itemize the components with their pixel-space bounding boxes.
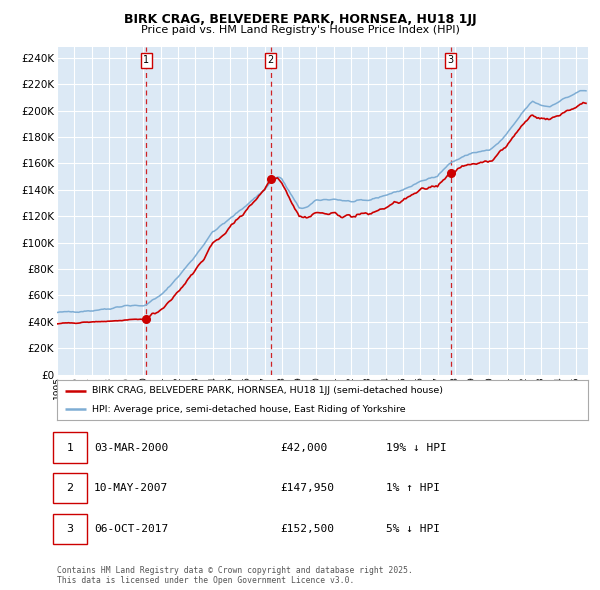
Text: 3: 3: [67, 524, 74, 534]
Text: Price paid vs. HM Land Registry's House Price Index (HPI): Price paid vs. HM Land Registry's House …: [140, 25, 460, 35]
Text: £147,950: £147,950: [280, 483, 334, 493]
Text: 19% ↓ HPI: 19% ↓ HPI: [386, 442, 447, 453]
Text: 06-OCT-2017: 06-OCT-2017: [94, 524, 169, 534]
Text: 1% ↑ HPI: 1% ↑ HPI: [386, 483, 440, 493]
Text: £152,500: £152,500: [280, 524, 334, 534]
FancyBboxPatch shape: [53, 432, 87, 463]
Text: BIRK CRAG, BELVEDERE PARK, HORNSEA, HU18 1JJ (semi-detached house): BIRK CRAG, BELVEDERE PARK, HORNSEA, HU18…: [92, 386, 443, 395]
Text: £42,000: £42,000: [280, 442, 327, 453]
Text: Contains HM Land Registry data © Crown copyright and database right 2025.
This d: Contains HM Land Registry data © Crown c…: [57, 566, 413, 585]
Text: 03-MAR-2000: 03-MAR-2000: [94, 442, 169, 453]
Text: 2: 2: [67, 483, 74, 493]
Text: 5% ↓ HPI: 5% ↓ HPI: [386, 524, 440, 534]
Text: HPI: Average price, semi-detached house, East Riding of Yorkshire: HPI: Average price, semi-detached house,…: [92, 405, 405, 414]
Text: 2: 2: [268, 55, 274, 65]
FancyBboxPatch shape: [53, 513, 87, 544]
Text: 3: 3: [448, 55, 454, 65]
FancyBboxPatch shape: [53, 473, 87, 503]
Text: 1: 1: [67, 442, 74, 453]
Text: BIRK CRAG, BELVEDERE PARK, HORNSEA, HU18 1JJ: BIRK CRAG, BELVEDERE PARK, HORNSEA, HU18…: [124, 13, 476, 26]
Text: 10-MAY-2007: 10-MAY-2007: [94, 483, 169, 493]
Text: 1: 1: [143, 55, 149, 65]
